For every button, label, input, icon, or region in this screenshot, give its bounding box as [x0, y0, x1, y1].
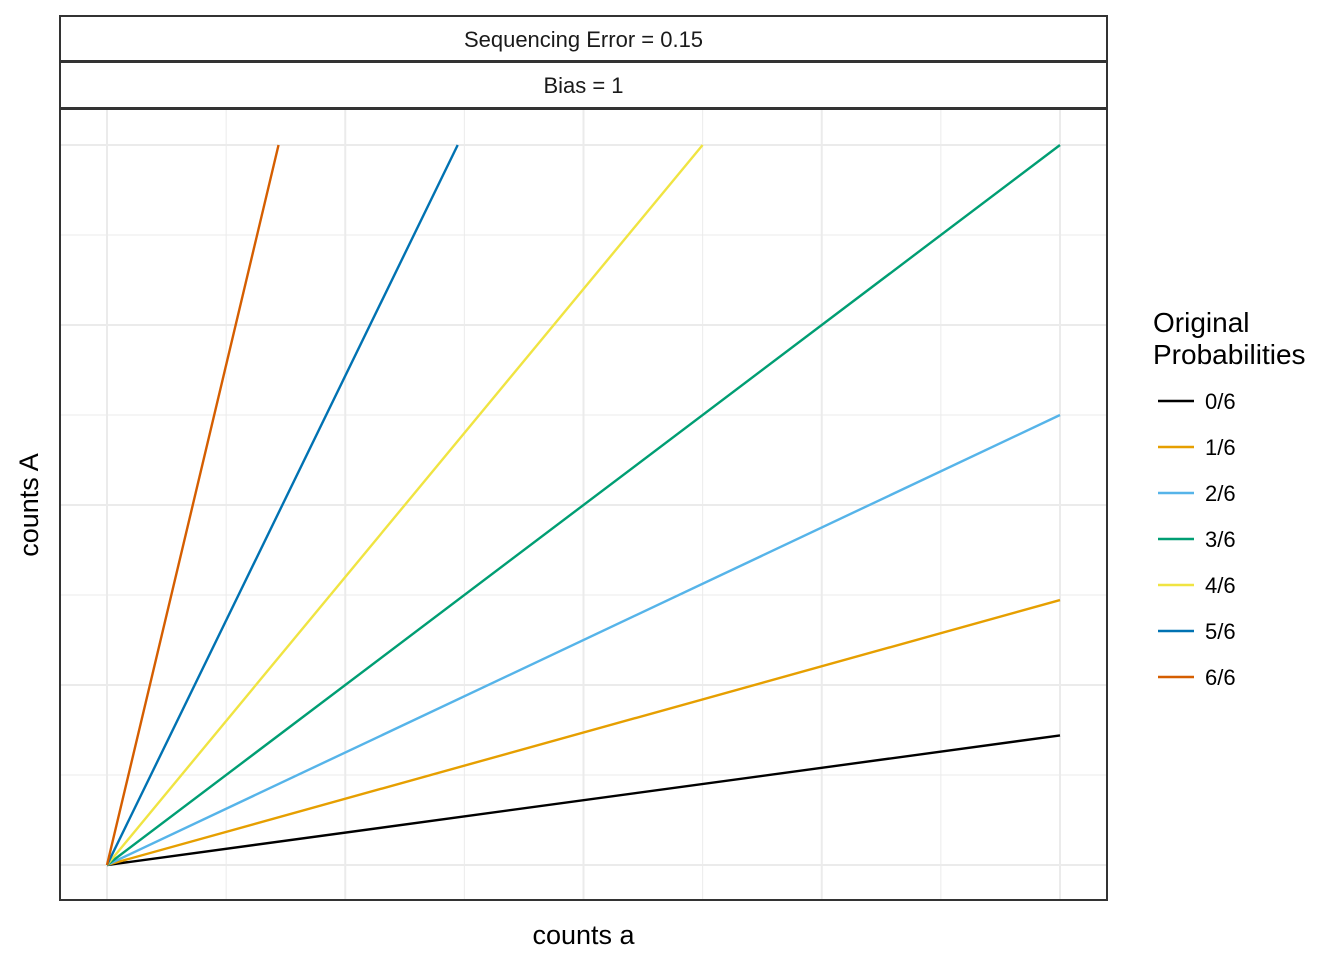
facet-strip-top-label: Sequencing Error = 0.15 [464, 27, 703, 52]
y-axis-title: counts A [14, 453, 44, 557]
legend-items: 0/6 1/6 2/6 3/6 4/6 5/6 6/6 [1158, 389, 1236, 690]
series-line-2 [106, 413, 1061, 867]
series-lines [105, 144, 1061, 867]
legend-label-1: 1/6 [1205, 435, 1236, 460]
legend-label-3: 3/6 [1205, 527, 1236, 552]
plot-panel-border [59, 108, 1108, 901]
legend-label-5: 5/6 [1205, 619, 1236, 644]
facet-strip-bottom-label: Bias = 1 [543, 73, 623, 98]
series-line-1 [106, 598, 1061, 867]
legend: Original Probabilities 0/6 1/6 2/6 3/6 4/6 5/… [1153, 307, 1306, 690]
series-line-3 [106, 144, 1061, 866]
facet-strip-top [59, 15, 1108, 62]
x-axis-title: counts a [532, 920, 635, 950]
legend-title-line-1: Original [1153, 307, 1249, 338]
legend-label-2: 2/6 [1205, 481, 1236, 506]
gridlines [60, 109, 1107, 900]
facet-strip-bottom [59, 61, 1108, 109]
facet-strips: Sequencing Error = 0.15 Bias = 1 [59, 15, 1108, 109]
legend-label-6: 6/6 [1205, 665, 1236, 690]
legend-label-0: 0/6 [1205, 389, 1236, 414]
series-line-6 [105, 144, 280, 866]
series-line-4 [106, 144, 704, 866]
series-line-0 [106, 734, 1061, 867]
legend-label-4: 4/6 [1205, 573, 1236, 598]
series-line-5 [105, 144, 459, 866]
legend-title-line-2: Probabilities [1153, 339, 1306, 370]
